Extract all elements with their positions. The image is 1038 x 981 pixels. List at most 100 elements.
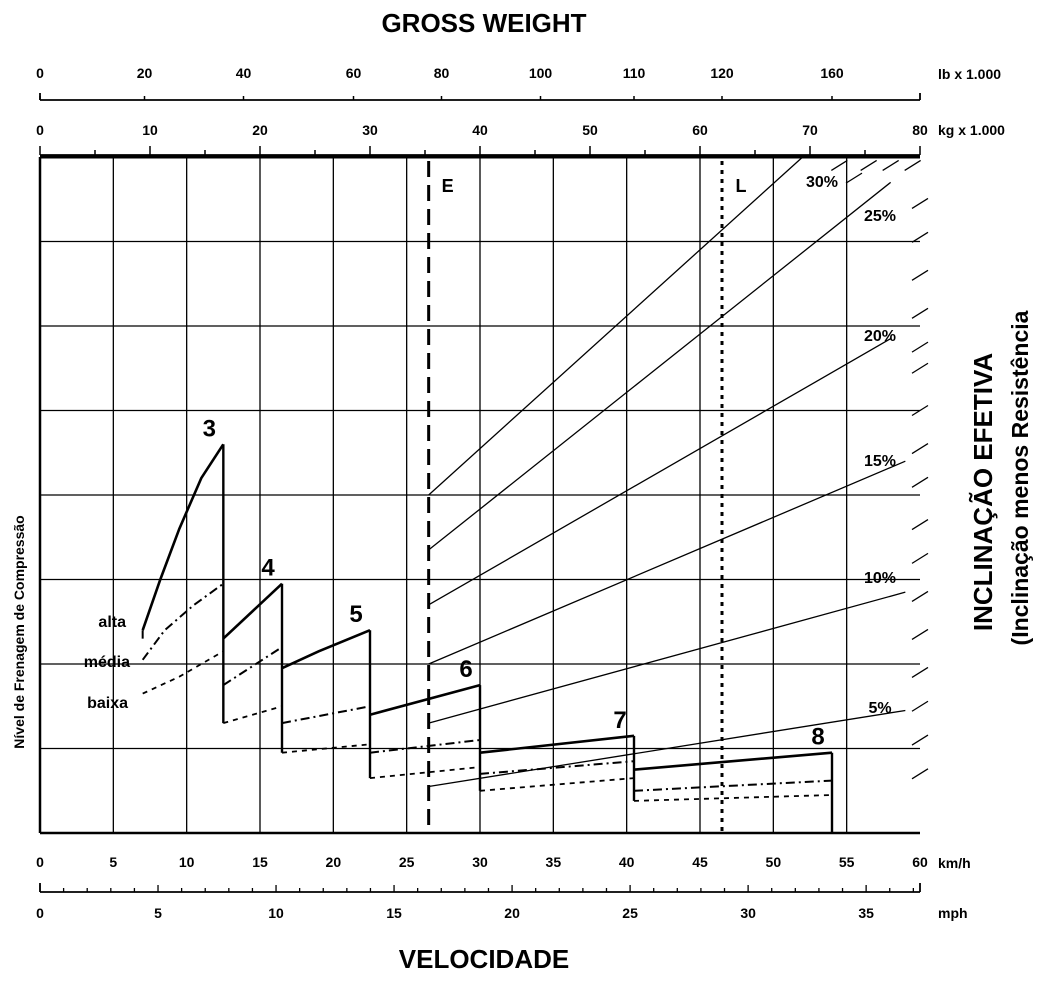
grade-tick-14 [911, 519, 929, 531]
grade-label-5: 5% [868, 700, 891, 717]
kmh-tick-label-40: 40 [619, 854, 635, 870]
kg-tick-label-30: 30 [362, 122, 378, 138]
mph-tick-label-0: 0 [36, 905, 44, 921]
gear-6-baixa-line [369, 766, 481, 779]
kmh-unit-label: km/h [938, 855, 971, 871]
grade-tick-3 [882, 159, 900, 172]
right-axis-subtitle: (Inclinação menos Resistência [1007, 310, 1033, 645]
y-axis-title: Nível de Frenagem de Compressão [11, 515, 27, 748]
kmh-tick-label-60: 60 [912, 854, 928, 870]
kg-tick-label-70: 70 [802, 122, 818, 138]
gear-7-baixa-line [479, 777, 635, 792]
gear-label-8: 8 [811, 724, 824, 751]
gear-6-media-line [369, 739, 481, 754]
ref-label-L: L [736, 176, 747, 196]
grade-tick-7 [911, 269, 929, 281]
mph-tick-label-25: 25 [622, 905, 638, 921]
x-axis-title: VELOCIDADE [399, 944, 569, 974]
grade-tick-12 [911, 442, 929, 455]
gear-4-media-line [222, 646, 283, 686]
ref-label-E: E [442, 176, 454, 196]
mph-unit-label: mph [938, 905, 968, 921]
grade-tick-1 [845, 172, 863, 184]
kg-tick-label-40: 40 [472, 122, 488, 138]
kmh-tick-label-50: 50 [766, 854, 782, 870]
kmh-tick-label-30: 30 [472, 854, 488, 870]
chart-title: GROSS WEIGHT [381, 8, 586, 38]
gear-4-baixa-line [223, 705, 283, 724]
gear-5-alta-line [281, 628, 371, 670]
grade-tick-10 [911, 362, 929, 374]
kmh-tick-label-5: 5 [109, 854, 117, 870]
lb-tick-label-5: 100 [529, 65, 553, 81]
grade-line-4 [428, 591, 906, 724]
grade-line-2 [428, 338, 891, 606]
gear-8-alta-line [633, 751, 833, 771]
lb-unit-label: lb x 1.000 [938, 66, 1001, 82]
grade-tick-0 [830, 159, 848, 172]
grade-tick-4 [904, 159, 922, 172]
grade-tick-19 [911, 700, 929, 712]
level-label-media: média [84, 654, 130, 671]
grade-tick-2 [860, 159, 878, 172]
grade-label-2: 20% [864, 328, 896, 345]
mph-tick-label-35: 35 [858, 905, 874, 921]
kmh-tick-label-25: 25 [399, 854, 415, 870]
grade-tick-18 [911, 666, 929, 679]
level-label-alta: alta [98, 614, 126, 631]
gear-8-baixa-line [633, 794, 833, 802]
kmh-tick-label-55: 55 [839, 854, 855, 870]
grade-tick-16 [911, 590, 929, 602]
mph-tick-label-10: 10 [268, 905, 284, 921]
mph-tick-label-30: 30 [740, 905, 756, 921]
lb-tick-label-8: 160 [820, 65, 844, 81]
grade-label-0: 30% [806, 174, 838, 191]
grade-tick-5 [911, 197, 929, 210]
grade-tick-6 [911, 231, 929, 243]
grade-tick-15 [911, 552, 929, 564]
grade-tick-17 [911, 628, 929, 640]
kmh-tick-label-20: 20 [326, 854, 342, 870]
grade-tick-20 [911, 734, 929, 746]
gear-5-media-line [281, 705, 371, 725]
gear-7-alta-line [479, 734, 635, 754]
grade-label-4: 10% [864, 570, 896, 587]
lb-tick-label-2: 40 [236, 65, 252, 81]
grade-lines: 30% 25% 20% 15% 10% 5% [428, 156, 929, 788]
lb-tick-label-1: 20 [137, 65, 153, 81]
right-axis-title: INCLINAÇÃO EFETIVA [968, 353, 998, 632]
grade-line-1 [428, 181, 892, 551]
kmh-tick-label-15: 15 [252, 854, 268, 870]
grade-tick-21 [911, 768, 929, 780]
level-label-baixa: baixa [87, 695, 128, 712]
kg-tick-label-50: 50 [582, 122, 598, 138]
grade-line-3 [428, 460, 906, 665]
gear-7-media-line [479, 760, 635, 775]
gear-8-media-line [633, 779, 833, 792]
gear-label-4: 4 [261, 555, 275, 582]
gear-label-5: 5 [349, 601, 362, 628]
gear-curves: 3 4 5 6 7 8 [141, 415, 834, 833]
grade-line-5 [428, 709, 906, 788]
gear-5-baixa-line [281, 743, 371, 754]
grade-line-0 [428, 156, 804, 496]
grade-tick-13 [911, 476, 929, 488]
gear-label-6: 6 [459, 656, 472, 683]
grade-label-3: 15% [864, 453, 896, 470]
grade-tick-9 [911, 341, 929, 353]
mph-tick-label-15: 15 [386, 905, 402, 921]
mph-tick-label-20: 20 [504, 905, 520, 921]
gear-6-alta-line [369, 683, 481, 716]
kg-tick-label-0: 0 [36, 122, 44, 138]
lb-tick-label-0: 0 [36, 65, 44, 81]
lb-tick-label-4: 80 [434, 65, 450, 81]
lb-tick-label-7: 120 [710, 65, 734, 81]
grade-label-1: 25% [864, 208, 896, 225]
grade-tick-11 [911, 404, 929, 417]
kmh-tick-label-45: 45 [692, 854, 708, 870]
kg-unit-label: kg x 1.000 [938, 122, 1005, 138]
gear-3-alta-line [141, 443, 225, 631]
